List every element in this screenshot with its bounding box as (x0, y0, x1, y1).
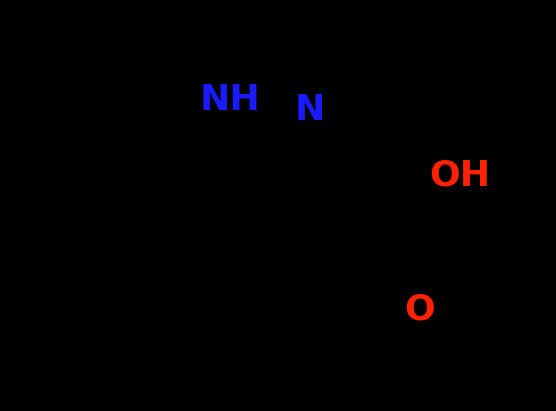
Circle shape (438, 153, 482, 197)
Circle shape (208, 78, 252, 122)
Text: NH: NH (200, 83, 260, 117)
Text: OH: OH (429, 158, 490, 192)
Circle shape (402, 292, 438, 328)
Text: O: O (405, 293, 435, 327)
Circle shape (292, 92, 328, 128)
Text: N: N (295, 93, 325, 127)
